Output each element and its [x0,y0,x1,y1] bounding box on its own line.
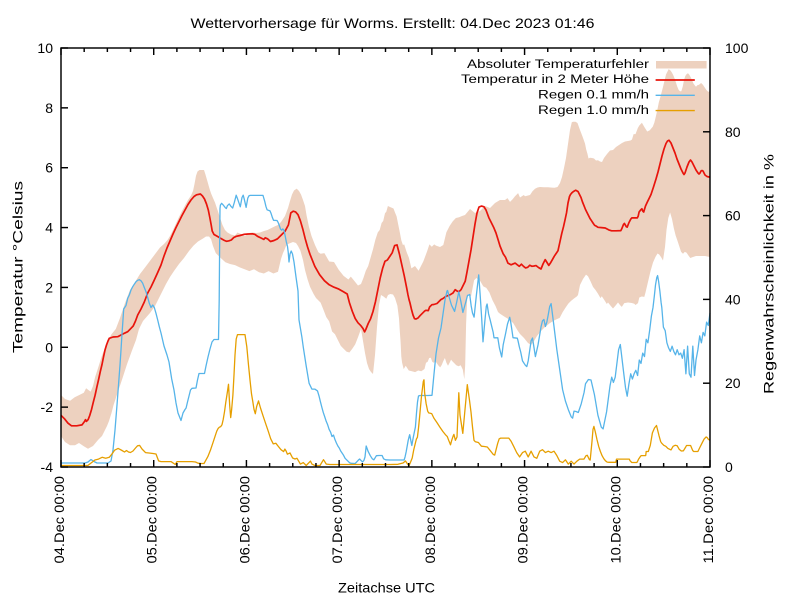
svg-text:8: 8 [45,100,53,116]
svg-text:6: 6 [45,160,53,176]
svg-text:Regen 0.1 mm/h: Regen 0.1 mm/h [538,90,649,102]
svg-text:2: 2 [45,279,53,295]
svg-text:Absoluter Temperaturfehler: Absoluter Temperaturfehler [467,59,649,71]
svg-text:Temperatur in 2 Meter Höhe: Temperatur in 2 Meter Höhe [461,74,649,86]
svg-text:08.Dec 00:00: 08.Dec 00:00 [422,476,438,564]
svg-text:0: 0 [725,459,733,475]
svg-text:06.Dec 00:00: 06.Dec 00:00 [236,476,252,564]
svg-text:60: 60 [725,208,741,224]
svg-text:40: 40 [725,291,741,307]
svg-text:Regen 1.0 mm/h: Regen 1.0 mm/h [538,105,649,117]
svg-text:05.Dec 00:00: 05.Dec 00:00 [144,476,160,564]
svg-text:20: 20 [725,375,741,391]
svg-text:-2: -2 [41,399,54,415]
svg-text:10.Dec 00:00: 10.Dec 00:00 [607,476,623,564]
svg-text:Zeitachse UTC: Zeitachse UTC [338,580,435,596]
svg-text:10: 10 [37,40,53,56]
svg-text:11.Dec 00:00: 11.Dec 00:00 [700,476,716,564]
svg-text:07.Dec 00:00: 07.Dec 00:00 [329,476,345,564]
svg-text:Wettervorhersage für Worms. Er: Wettervorhersage für Worms. Erstellt: 04… [191,15,595,31]
svg-text:4: 4 [45,220,53,236]
svg-text:Temperatur °Celsius: Temperatur °Celsius [10,181,26,353]
svg-text:04.Dec 00:00: 04.Dec 00:00 [51,476,67,564]
svg-text:80: 80 [725,124,741,140]
svg-text:Regenwahrscheinlichkeit in %: Regenwahrscheinlichkeit in % [761,154,777,394]
svg-text:100: 100 [725,40,749,56]
svg-text:09.Dec 00:00: 09.Dec 00:00 [515,476,531,564]
svg-text:0: 0 [45,339,53,355]
svg-text:-4: -4 [41,459,54,475]
